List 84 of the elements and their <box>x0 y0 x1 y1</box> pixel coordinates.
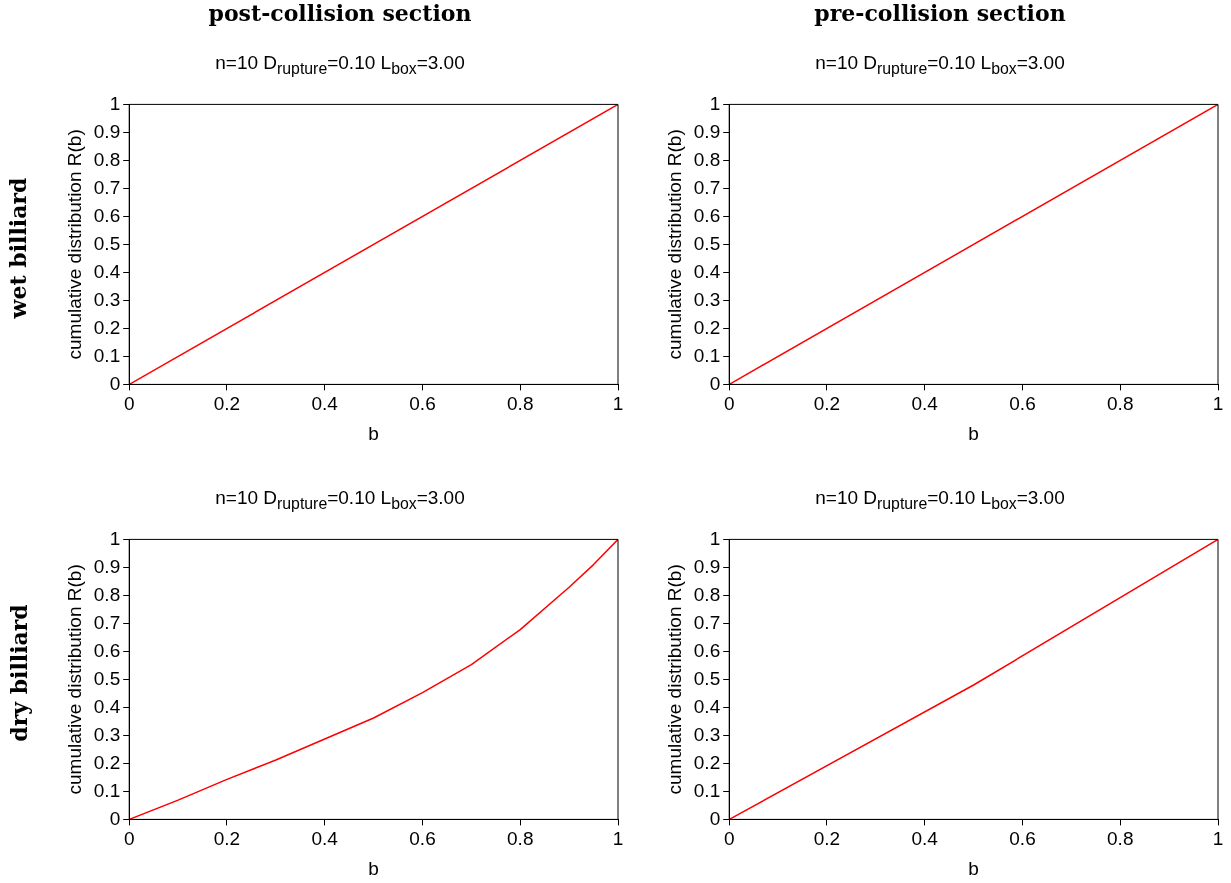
y-axis-title: cumulative distribution R(b) <box>663 129 685 360</box>
x-tick-label: 1 <box>1212 393 1224 415</box>
y-tick-label: 0.3 <box>693 288 721 310</box>
x-axis-title: b <box>968 857 979 879</box>
y-tick-label: 0.7 <box>93 611 121 633</box>
x-tick-label: 0.6 <box>1009 393 1036 415</box>
y-tick-label: 0.5 <box>93 667 121 689</box>
y-tick-label: 0 <box>109 372 121 394</box>
y-tick-label: 0.1 <box>93 779 121 801</box>
x-axis-title: b <box>368 422 379 444</box>
y-tick-label: 0.9 <box>693 120 721 142</box>
x-tick-label: 0 <box>723 393 735 415</box>
y-tick-label: 1 <box>709 527 721 549</box>
y-tick-label: 0.7 <box>693 611 721 633</box>
x-tick-label: 0.8 <box>1107 393 1134 415</box>
y-tick-label: 0.7 <box>693 176 721 198</box>
y-tick-label: 0.2 <box>693 316 721 338</box>
chart-title: post-collision section <box>207 0 473 26</box>
y-tick-label: 0.5 <box>693 232 721 254</box>
y-tick-label: 0.5 <box>693 667 721 689</box>
x-tick-label: 1 <box>612 828 624 850</box>
chart-subtitle: n=10 D$_{rupture}$=0.10 L$_{box}$=3.00 <box>214 52 466 78</box>
y-tick-label: 0.6 <box>693 639 721 661</box>
x-tick-label: 0.6 <box>1009 828 1036 850</box>
x-tick-label: 0.2 <box>213 393 241 415</box>
y-tick-label: 0.4 <box>693 695 721 717</box>
y-tick-label: 0.8 <box>93 148 121 170</box>
x-tick-label: 0 <box>723 828 735 850</box>
y-tick-label: 0.9 <box>93 120 121 142</box>
x-tick-label: 0.4 <box>311 393 339 415</box>
y-tick-label: 0.1 <box>693 344 721 366</box>
y-axis-title: cumulative distribution R(b) <box>663 564 685 795</box>
y-tick-label: 0 <box>709 807 721 829</box>
y-tick-label: 0.3 <box>93 723 121 745</box>
x-tick-label: 0.8 <box>1107 828 1134 850</box>
y-tick-label: 0.6 <box>693 204 721 226</box>
text: dry billiard <box>5 604 32 742</box>
x-tick-label: 0.8 <box>507 828 534 850</box>
y-axis-title: cumulative distribution R(b) <box>63 564 85 795</box>
x-tick-label: 0.2 <box>813 828 841 850</box>
chart-subtitle: n=10 D$_{rupture}$=0.10 L$_{box}$=3.00 <box>214 487 466 513</box>
y-tick-label: 0.9 <box>93 555 121 577</box>
y-tick-label: 0 <box>709 372 721 394</box>
chart-subtitle: n=10 D$_{rupture}$=0.10 L$_{box}$=3.00 <box>814 52 1066 78</box>
y-tick-label: 1 <box>709 92 721 114</box>
y-tick-label: 0.3 <box>93 288 121 310</box>
y-tick-label: 0.2 <box>93 316 121 338</box>
x-tick-label: 0.2 <box>813 393 841 415</box>
y-tick-label: 0.7 <box>93 176 121 198</box>
y-tick-label: 0.2 <box>93 751 121 773</box>
text: wet billiard <box>4 177 31 319</box>
chart-title: pre-collision section <box>813 0 1067 26</box>
y-tick-label: 0.2 <box>693 751 721 773</box>
x-tick-label: 1 <box>1212 828 1224 850</box>
y-tick-label: 1 <box>109 92 121 114</box>
y-tick-label: 0.4 <box>93 695 121 717</box>
y-tick-label: 0.9 <box>693 555 721 577</box>
x-tick-label: 0.2 <box>213 828 241 850</box>
y-tick-label: 1 <box>109 527 121 549</box>
y-tick-label: 0.1 <box>93 344 121 366</box>
x-axis-title: b <box>368 857 379 879</box>
x-tick-label: 0.8 <box>507 393 534 415</box>
x-tick-label: 0.4 <box>911 828 939 850</box>
y-tick-label: 0.8 <box>93 583 121 605</box>
y-tick-label: 0.8 <box>693 583 721 605</box>
y-tick-label: 0.6 <box>93 204 121 226</box>
y-tick-label: 0.5 <box>93 232 121 254</box>
chart-subtitle: n=10 D$_{rupture}$=0.10 L$_{box}$=3.00 <box>814 487 1066 513</box>
x-tick-label: 0 <box>123 828 135 850</box>
y-tick-label: 0.3 <box>693 723 721 745</box>
x-tick-label: 0.6 <box>409 828 436 850</box>
x-tick-label: 0 <box>123 393 135 415</box>
y-tick-label: 0.8 <box>693 148 721 170</box>
y-tick-label: 0.1 <box>693 779 721 801</box>
x-axis-title: b <box>968 422 979 444</box>
x-tick-label: 0.6 <box>409 393 436 415</box>
y-tick-label: 0 <box>109 807 121 829</box>
x-tick-label: 0.4 <box>911 393 939 415</box>
y-tick-label: 0.6 <box>93 639 121 661</box>
x-tick-label: 0.4 <box>311 828 339 850</box>
y-tick-label: 0.4 <box>693 260 721 282</box>
y-axis-title: cumulative distribution R(b) <box>63 129 85 360</box>
y-tick-label: 0.4 <box>93 260 121 282</box>
x-tick-label: 1 <box>612 393 624 415</box>
